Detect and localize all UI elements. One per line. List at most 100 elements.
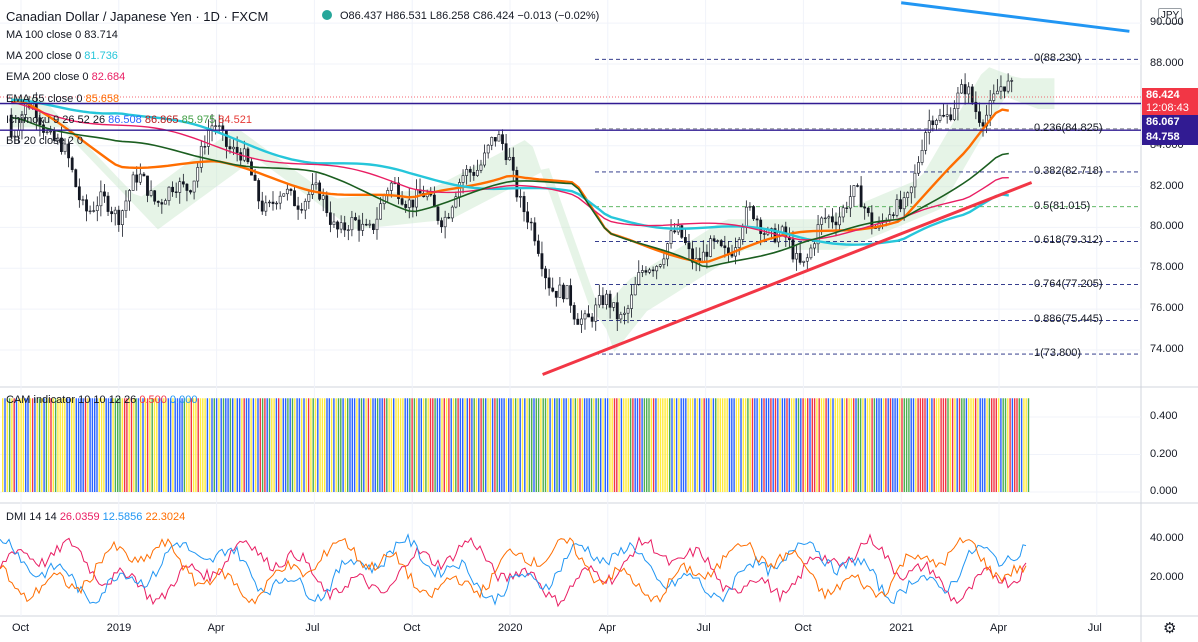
cam-bar xyxy=(296,398,298,492)
cam-bar xyxy=(848,398,850,492)
candle xyxy=(630,294,633,309)
cam-bar xyxy=(742,398,744,492)
candle xyxy=(554,290,558,298)
cam-bar xyxy=(195,398,197,492)
cam-bar xyxy=(772,398,774,492)
candle xyxy=(138,173,142,183)
candle xyxy=(648,269,651,273)
candle xyxy=(572,305,576,320)
cam-bar xyxy=(271,398,273,492)
cam-bar xyxy=(671,398,673,492)
cam-bar xyxy=(149,398,151,492)
cam-bar xyxy=(804,398,807,492)
candle xyxy=(511,156,515,171)
cam-bar xyxy=(572,398,574,492)
cam-bar xyxy=(485,398,487,492)
cam-bar xyxy=(395,398,397,492)
time-tick-label: Apr xyxy=(990,622,1008,634)
cam-bar xyxy=(75,398,77,492)
cam-bar xyxy=(432,398,434,492)
candle xyxy=(587,313,590,318)
legend-ema55[interactable]: EMA 55 close 0 85.658 xyxy=(6,92,119,106)
time-tick-label: Apr xyxy=(207,622,225,634)
cam-bar xyxy=(533,398,535,492)
cam-bar xyxy=(560,398,563,492)
cam-bar xyxy=(22,398,25,492)
cam-bar xyxy=(694,398,696,492)
cam-bar xyxy=(903,398,905,492)
legend-bb[interactable]: BB 20 close 2 0 xyxy=(6,134,83,148)
cam-bar xyxy=(618,398,620,492)
cam-bar xyxy=(675,398,678,492)
candle xyxy=(493,137,497,142)
cam-bar xyxy=(172,398,174,492)
candle xyxy=(798,253,802,263)
candle xyxy=(594,304,598,322)
cam-bar xyxy=(873,398,876,492)
cam-bar xyxy=(501,398,503,492)
candle xyxy=(956,92,960,109)
legend-dmi-name: DMI 14 14 xyxy=(6,511,57,523)
cam-bar xyxy=(758,398,761,492)
cam-bar xyxy=(273,398,275,492)
cam-bar xyxy=(425,398,427,492)
candle xyxy=(203,146,207,148)
cam-bar xyxy=(441,398,443,492)
candle xyxy=(38,117,42,126)
cam-bar xyxy=(567,398,570,492)
candle xyxy=(440,220,443,228)
cam-bar xyxy=(678,398,680,492)
trendlines xyxy=(542,1,1130,376)
cam-bar xyxy=(340,398,342,492)
candle xyxy=(178,181,182,193)
candle xyxy=(171,186,174,193)
cam-bar xyxy=(409,398,411,492)
cam-bar xyxy=(478,398,480,492)
candle xyxy=(952,108,956,120)
cam-bar xyxy=(381,398,383,492)
cam-bar xyxy=(117,398,119,492)
cam-bar xyxy=(1009,398,1011,492)
candle xyxy=(181,181,185,185)
legend-ema200-name: EMA 200 close 0 xyxy=(6,71,89,83)
candle xyxy=(282,193,286,197)
cam-bar xyxy=(160,398,163,492)
cam-bar xyxy=(455,398,457,492)
cam-bar xyxy=(853,398,855,492)
cam-bar xyxy=(519,398,521,492)
cam-bar xyxy=(623,398,625,492)
candle xyxy=(131,174,135,191)
legend-ema200[interactable]: EMA 200 close 0 82.684 xyxy=(6,70,125,84)
cam-bar xyxy=(590,398,593,492)
cam-bar xyxy=(215,398,218,492)
legend-ichimoku[interactable]: Ichimoku 9 26 52 26 86.508 86.865 85.975… xyxy=(6,113,252,127)
cam-bar xyxy=(581,398,583,492)
candle xyxy=(791,239,795,260)
candle xyxy=(117,209,121,225)
cam-bar xyxy=(965,398,968,492)
candle xyxy=(56,137,60,141)
cam-bar xyxy=(464,398,466,492)
cam-bar xyxy=(869,398,871,492)
cam-bar xyxy=(910,398,912,492)
candle xyxy=(744,206,748,228)
cam-bar xyxy=(514,398,517,492)
cam-bar xyxy=(1020,398,1023,492)
legend-cam[interactable]: CAM indicator 10 10 12 26 0.500 0.000 xyxy=(6,393,197,407)
candle xyxy=(228,146,232,150)
cam-bar xyxy=(889,398,892,492)
legend-dmi[interactable]: DMI 14 14 26.0359 12.5856 22.3024 xyxy=(6,510,185,524)
cam-bar xyxy=(284,398,287,492)
cam-bar xyxy=(774,398,777,492)
cam-bar xyxy=(317,398,319,492)
cam-bar xyxy=(383,398,386,492)
candle xyxy=(856,185,859,187)
legend-ma100[interactable]: MA 100 close 0 83.714 xyxy=(6,28,118,42)
currency-badge[interactable]: JPY xyxy=(1158,8,1182,24)
candle xyxy=(389,182,393,191)
candle xyxy=(526,211,530,223)
legend-ma200[interactable]: MA 200 close 0 81.736 xyxy=(6,49,118,63)
legend-ichimoku-v4: 84.521 xyxy=(218,114,252,126)
settings-gear-icon[interactable]: ⚙ xyxy=(1163,620,1177,637)
